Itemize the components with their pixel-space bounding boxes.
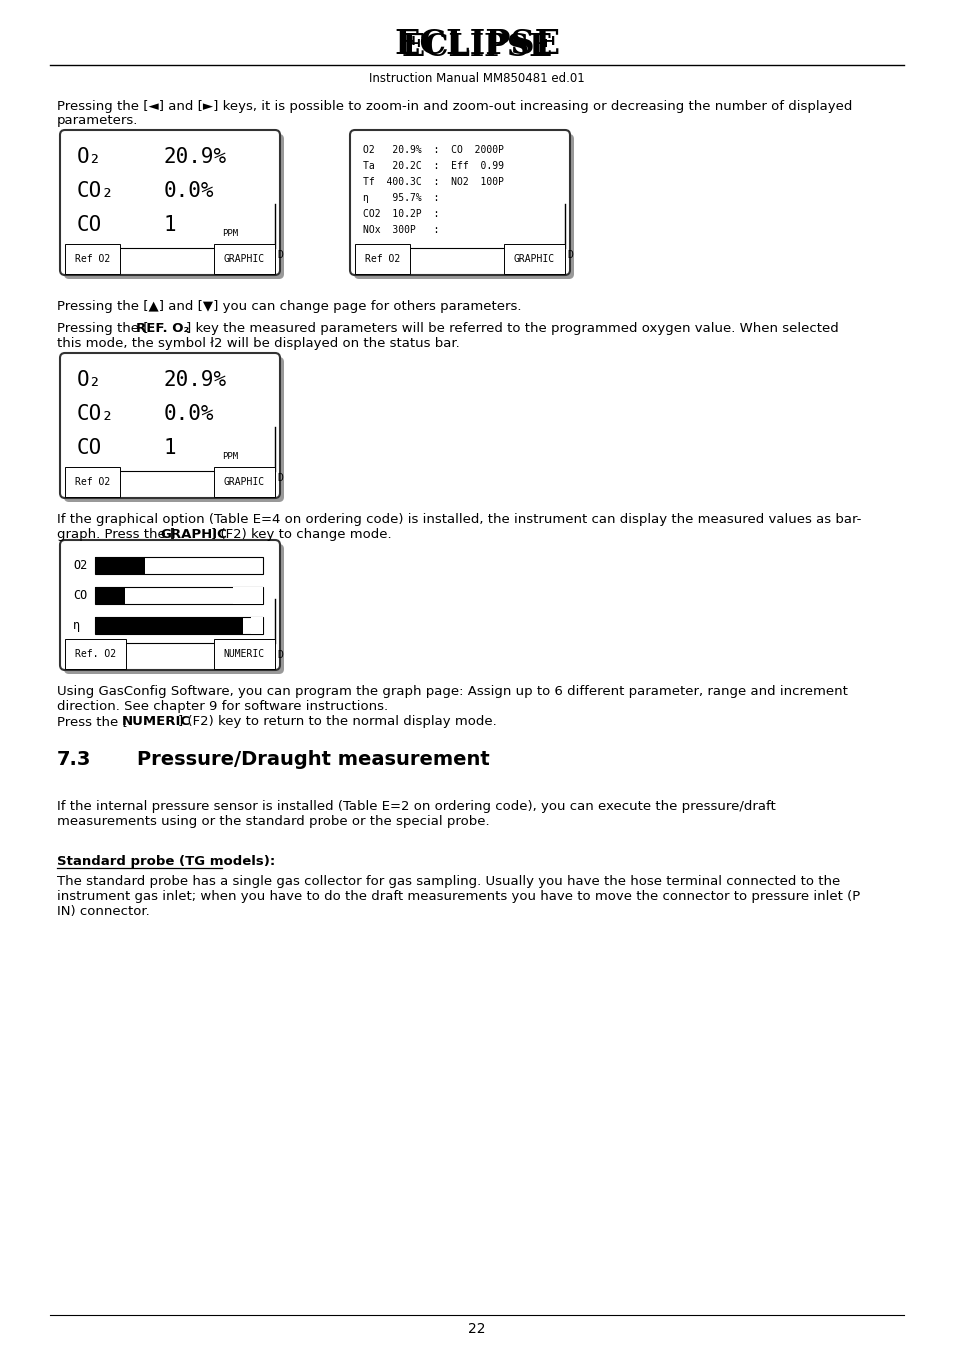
Text: Ta   20.2C  :  Eff  0.99: Ta 20.2C : Eff 0.99 [363,161,503,172]
Text: CO: CO [73,589,87,603]
Bar [95,586,263,604]
Text: O₂: O₂ [77,370,102,390]
Text: 0.0%: 0.0% [164,181,214,201]
Text: ECLIPSE: ECLIPSE [401,31,552,62]
FancyBboxPatch shape [64,134,284,280]
Bar [95,586,125,604]
Text: 0.0%: 0.0% [164,404,214,424]
Text: 1: 1 [164,215,176,235]
Bar [95,557,263,574]
FancyBboxPatch shape [350,130,569,276]
Text: GRAPHIC: GRAPHIC [160,528,227,540]
Text: measurements using or the standard probe or the special probe.: measurements using or the standard probe… [57,815,489,828]
Text: direction. See chapter 9 for software instructions.: direction. See chapter 9 for software in… [57,700,388,713]
Text: instrument gas inlet; when you have to do the draft measurements you have to mov: instrument gas inlet; when you have to d… [57,890,860,902]
Text: η: η [73,619,80,632]
Text: GRAPHIC: GRAPHIC [224,254,265,263]
Text: 7.3: 7.3 [57,750,91,769]
Bar [95,617,243,634]
Text: 22: 22 [468,1323,485,1336]
Text: If the internal pressure sensor is installed (Table E=2 on ordering code), you c: If the internal pressure sensor is insta… [57,800,775,813]
Text: GRAPHIC: GRAPHIC [224,477,265,486]
Text: Pressure/Draught measurement: Pressure/Draught measurement [137,750,489,769]
Text: η    95.7%  :: η 95.7% : [363,193,439,203]
Text: graph. Press the [: graph. Press the [ [57,528,175,540]
Text: Ref. O2: Ref. O2 [75,648,116,659]
Text: Using GasConfig Software, you can program the graph page: Assign up to 6 differe: Using GasConfig Software, you can progra… [57,685,847,698]
Bar [95,617,263,634]
Text: Standard probe (TG models):: Standard probe (TG models): [57,855,275,867]
Text: ] key the measured parameters will be referred to the programmed oxygen value. W: ] key the measured parameters will be re… [186,322,838,335]
Text: Ref O2: Ref O2 [365,254,400,263]
Text: O2   20.9%  :  CO  2000P: O2 20.9% : CO 2000P [363,145,503,155]
Text: PPM: PPM [222,230,238,238]
Text: GRAPHIC: GRAPHIC [514,254,555,263]
FancyBboxPatch shape [60,540,280,670]
Text: D: D [276,650,283,661]
Bar [251,617,263,634]
Bar [233,586,263,604]
Text: 20.9%: 20.9% [164,370,227,390]
Text: this mode, the symbol ł2 will be displayed on the status bar.: this mode, the symbol ł2 will be display… [57,336,459,350]
Text: D: D [276,473,283,484]
Text: REF. O₂: REF. O₂ [136,322,190,335]
Text: CO2  10.2P  :: CO2 10.2P : [363,209,439,219]
Text: Ref O2: Ref O2 [75,254,111,263]
Text: If the graphical option (Table E=4 on ordering code) is installed, the instrumen: If the graphical option (Table E=4 on or… [57,513,861,526]
Bar [95,557,145,574]
FancyBboxPatch shape [64,544,284,674]
Text: Press the [: Press the [ [57,715,128,728]
Text: CO: CO [77,215,102,235]
FancyBboxPatch shape [354,134,574,280]
Text: O2: O2 [73,559,87,571]
Text: Ref O2: Ref O2 [75,477,111,486]
FancyBboxPatch shape [60,353,280,499]
Text: Pressing the [: Pressing the [ [57,322,149,335]
Text: 1: 1 [164,438,176,458]
Text: NOx  300P   :: NOx 300P : [363,226,439,235]
Text: NUMERIC: NUMERIC [224,648,265,659]
Text: parameters.: parameters. [57,113,138,127]
Text: O₂: O₂ [77,147,102,168]
Text: Instruction Manual MM850481 ed.01: Instruction Manual MM850481 ed.01 [369,72,584,85]
Text: ] (F2) key to return to the normal display mode.: ] (F2) key to return to the normal displ… [178,715,497,728]
Text: CO₂: CO₂ [77,181,114,201]
Text: CO₂: CO₂ [77,404,114,424]
FancyBboxPatch shape [64,357,284,503]
Text: ] (F2) key to change mode.: ] (F2) key to change mode. [211,528,392,540]
Text: D: D [276,250,283,259]
Text: Pressing the [◄] and [►] keys, it is possible to zoom-in and zoom-out increasing: Pressing the [◄] and [►] keys, it is pos… [57,100,851,113]
Text: ECLIPSE: ECLIPSE [394,28,559,62]
Text: Pressing the [▲] and [▼] you can change page for others parameters.: Pressing the [▲] and [▼] you can change … [57,300,521,313]
Text: IN) connector.: IN) connector. [57,905,150,917]
Text: NUMERIC: NUMERIC [122,715,191,728]
Text: The standard probe has a single gas collector for gas sampling. Usually you have: The standard probe has a single gas coll… [57,875,840,888]
Text: D: D [566,250,572,259]
Text: PPM: PPM [222,453,238,461]
Text: CO: CO [77,438,102,458]
Text: 20.9%: 20.9% [164,147,227,168]
Text: Tf  400.3C  :  NO2  100P: Tf 400.3C : NO2 100P [363,177,503,186]
FancyBboxPatch shape [60,130,280,276]
